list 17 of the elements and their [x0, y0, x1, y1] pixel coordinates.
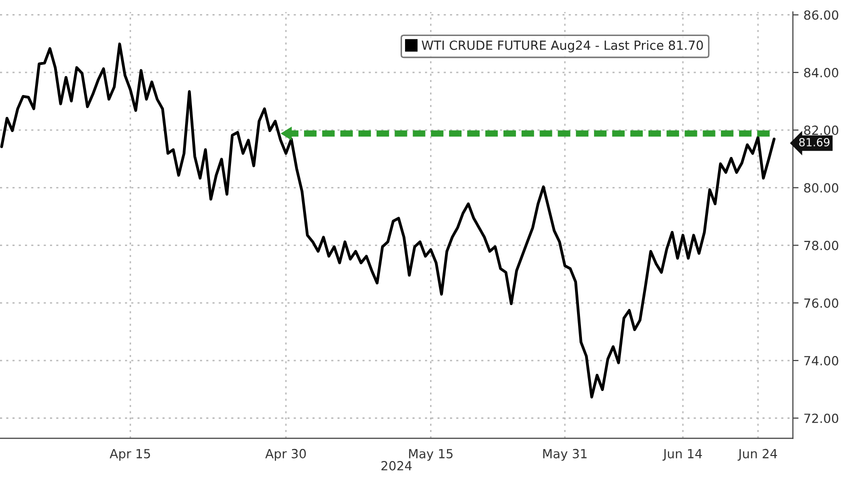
x-axis-title: 2024 — [381, 461, 412, 470]
y-tick-label: 78.00 — [804, 240, 838, 250]
text: 81.69 — [799, 138, 830, 146]
x-tick-label: May 15 — [409, 449, 453, 461]
y-tick-label: 84.00 — [804, 68, 838, 78]
x-tick-label: Apr 30 — [265, 448, 306, 461]
y-tick-label: 86.00 — [804, 10, 838, 20]
x-tick-label: May 31 — [543, 448, 587, 461]
y-tick-label: 80.00 — [804, 183, 838, 193]
y-tick-label: 76.00 — [804, 298, 838, 308]
y-tick-label: 82.00 — [804, 126, 838, 135]
x-tick-label: Apr 15 — [110, 449, 150, 461]
legend-label: WTI CRUDE FUTURE Aug24 - Last Price 81.70 — [422, 40, 703, 52]
y-tick-label: 72.00 — [804, 414, 838, 424]
x-tick-label: Jun 14 — [662, 449, 702, 461]
x-tick-label: Jun 24 — [738, 448, 778, 461]
y-tick-label: 74.00 — [804, 356, 838, 366]
